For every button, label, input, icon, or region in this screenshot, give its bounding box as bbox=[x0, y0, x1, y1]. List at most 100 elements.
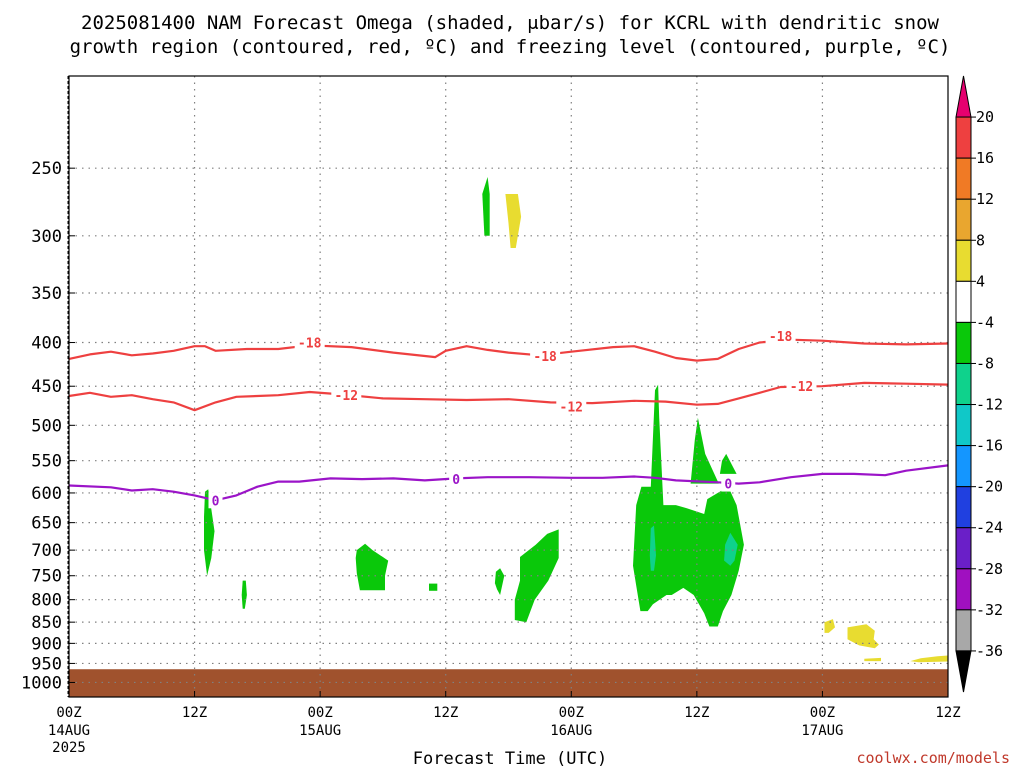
y-tick-label-900: 900 bbox=[31, 634, 62, 654]
y-tick-label-650: 650 bbox=[31, 514, 62, 534]
colorbar-bin-8 bbox=[955, 404, 972, 447]
omega-shaded-regions bbox=[204, 177, 948, 663]
contour-label: 0 bbox=[452, 473, 460, 488]
colorbar-label-0: 20 bbox=[976, 108, 994, 126]
colorbar-label-11: -28 bbox=[976, 560, 1003, 578]
x-tick-label-84: 12Z bbox=[935, 705, 960, 721]
y-tick-label-700: 700 bbox=[31, 541, 62, 561]
omega-region-12 bbox=[649, 525, 656, 571]
omega-region-11 bbox=[724, 532, 738, 566]
omega-region-2 bbox=[204, 489, 215, 576]
contour-label-bg bbox=[765, 327, 796, 344]
x-tick-label-72: 00Z bbox=[810, 705, 835, 721]
title-line-1: 2025081400 NAM Forecast Omega (shaded, μ… bbox=[81, 12, 939, 34]
x-axis-label: Forecast Time (UTC) bbox=[413, 749, 607, 768]
contour-label: -12 bbox=[335, 389, 358, 404]
contour-label: -18 bbox=[298, 337, 322, 352]
colorbar-label-2: 12 bbox=[976, 190, 994, 208]
omega-region-8 bbox=[633, 384, 744, 627]
y-axis-ticks: 2503003504004505005506006507007508008509… bbox=[21, 159, 75, 693]
contour-line-1 bbox=[68, 381, 949, 412]
title-line-2: growth region (contoured, red, ºC) and f… bbox=[70, 36, 951, 58]
colorbar-bin-4 bbox=[955, 239, 972, 282]
omega-region-13 bbox=[824, 619, 835, 633]
x-tick-label-48: 00Z bbox=[559, 705, 584, 721]
x-tick-date-48: 16AUG bbox=[550, 723, 592, 739]
colorbar-label-13: -36 bbox=[976, 642, 1003, 660]
temperature-contours: -18 -18 -18 -12 -12 -12 0 0 0 bbox=[68, 327, 949, 509]
contour-0: 0 0 0 bbox=[68, 464, 949, 509]
contour--12: -12 -12 -12 bbox=[68, 378, 949, 415]
contour-label-bg bbox=[449, 471, 464, 488]
contour-label-bg bbox=[294, 334, 325, 351]
x-tick-year: 2025 bbox=[52, 740, 86, 756]
contour-label: -18 bbox=[533, 350, 557, 365]
x-tick-date-0: 14AUG bbox=[48, 723, 90, 739]
colorbar-label-9: -20 bbox=[976, 478, 1003, 496]
y-tick-label-400: 400 bbox=[31, 334, 62, 354]
colorbar-bin-10 bbox=[955, 486, 972, 529]
contour-label: -12 bbox=[790, 380, 813, 395]
y-tick-label-1000: 1000 bbox=[21, 673, 62, 693]
x-tick-date-24: 15AUG bbox=[299, 723, 341, 739]
colorbar-label-3: 8 bbox=[976, 231, 985, 249]
contour-line-2 bbox=[68, 464, 949, 502]
x-tick-label-60: 12Z bbox=[684, 705, 709, 721]
colorbar-label-5: -4 bbox=[976, 313, 994, 331]
x-tick-label-12: 12Z bbox=[182, 705, 207, 721]
y-tick-label-950: 950 bbox=[31, 654, 62, 674]
y-tick-label-350: 350 bbox=[31, 284, 62, 304]
colorbar: 20 16 12 8 4 -4 -8 -12 -16 -20 -24 -28 -32 -36 bbox=[955, 75, 1003, 693]
contour-label: 0 bbox=[212, 494, 220, 509]
omega-region-7 bbox=[514, 529, 559, 623]
x-tick-date-72: 17AUG bbox=[801, 723, 843, 739]
colorbar-label-1: 16 bbox=[976, 149, 994, 167]
colorbar-bin-top bbox=[955, 75, 972, 118]
colorbar-bin-9 bbox=[955, 445, 972, 488]
colorbar-bin-6 bbox=[955, 321, 972, 364]
contour-label-bg bbox=[331, 387, 362, 404]
y-tick-label-750: 750 bbox=[31, 567, 62, 587]
colorbar-label-7: -12 bbox=[976, 396, 1003, 414]
y-tick-label-450: 450 bbox=[31, 377, 62, 397]
omega-region-0 bbox=[482, 177, 490, 236]
chart-title: 2025081400 NAM Forecast Omega (shaded, μ… bbox=[70, 12, 951, 58]
contour-label: 0 bbox=[724, 478, 732, 493]
colorbar-bin-12 bbox=[955, 568, 972, 611]
colorbar-bin-7 bbox=[955, 362, 972, 406]
contour-line-0 bbox=[68, 338, 949, 362]
colorbar-label-12: -32 bbox=[976, 601, 1003, 619]
contour-label-bg bbox=[530, 348, 561, 365]
colorbar-label-10: -24 bbox=[976, 519, 1003, 537]
colorbar-label-6: -8 bbox=[976, 354, 994, 372]
omega-region-5 bbox=[429, 583, 438, 591]
omega-region-16 bbox=[910, 655, 948, 663]
omega-region-4 bbox=[355, 543, 389, 591]
contour-label: -18 bbox=[769, 330, 793, 345]
contour-label-bg bbox=[556, 398, 587, 415]
surface-ground bbox=[69, 669, 948, 697]
omega-region-9 bbox=[690, 417, 719, 484]
contour-label-bg bbox=[208, 492, 223, 509]
y-tick-label-300: 300 bbox=[31, 227, 62, 247]
contour-label-bg bbox=[786, 378, 817, 395]
y-tick-label-600: 600 bbox=[31, 484, 62, 504]
colorbar-label-8: -16 bbox=[976, 437, 1003, 455]
omega-region-3 bbox=[241, 580, 247, 609]
y-tick-label-500: 500 bbox=[31, 416, 62, 436]
colorbar-bin-3 bbox=[955, 198, 972, 241]
surface-bar bbox=[69, 669, 948, 697]
omega-region-15 bbox=[864, 657, 881, 662]
omega-region-10 bbox=[719, 453, 737, 474]
omega-region-14 bbox=[847, 624, 879, 649]
x-tick-label-36: 12Z bbox=[433, 705, 458, 721]
colorbar-bin-bottom bbox=[955, 650, 972, 693]
colorbar-bin-5 bbox=[955, 280, 972, 323]
colorbar-bin-1 bbox=[955, 116, 972, 159]
y-tick-label-800: 800 bbox=[31, 591, 62, 611]
contour-label-bg bbox=[721, 475, 736, 492]
omega-region-1 bbox=[505, 194, 522, 248]
colorbar-label-4: 4 bbox=[976, 272, 985, 290]
